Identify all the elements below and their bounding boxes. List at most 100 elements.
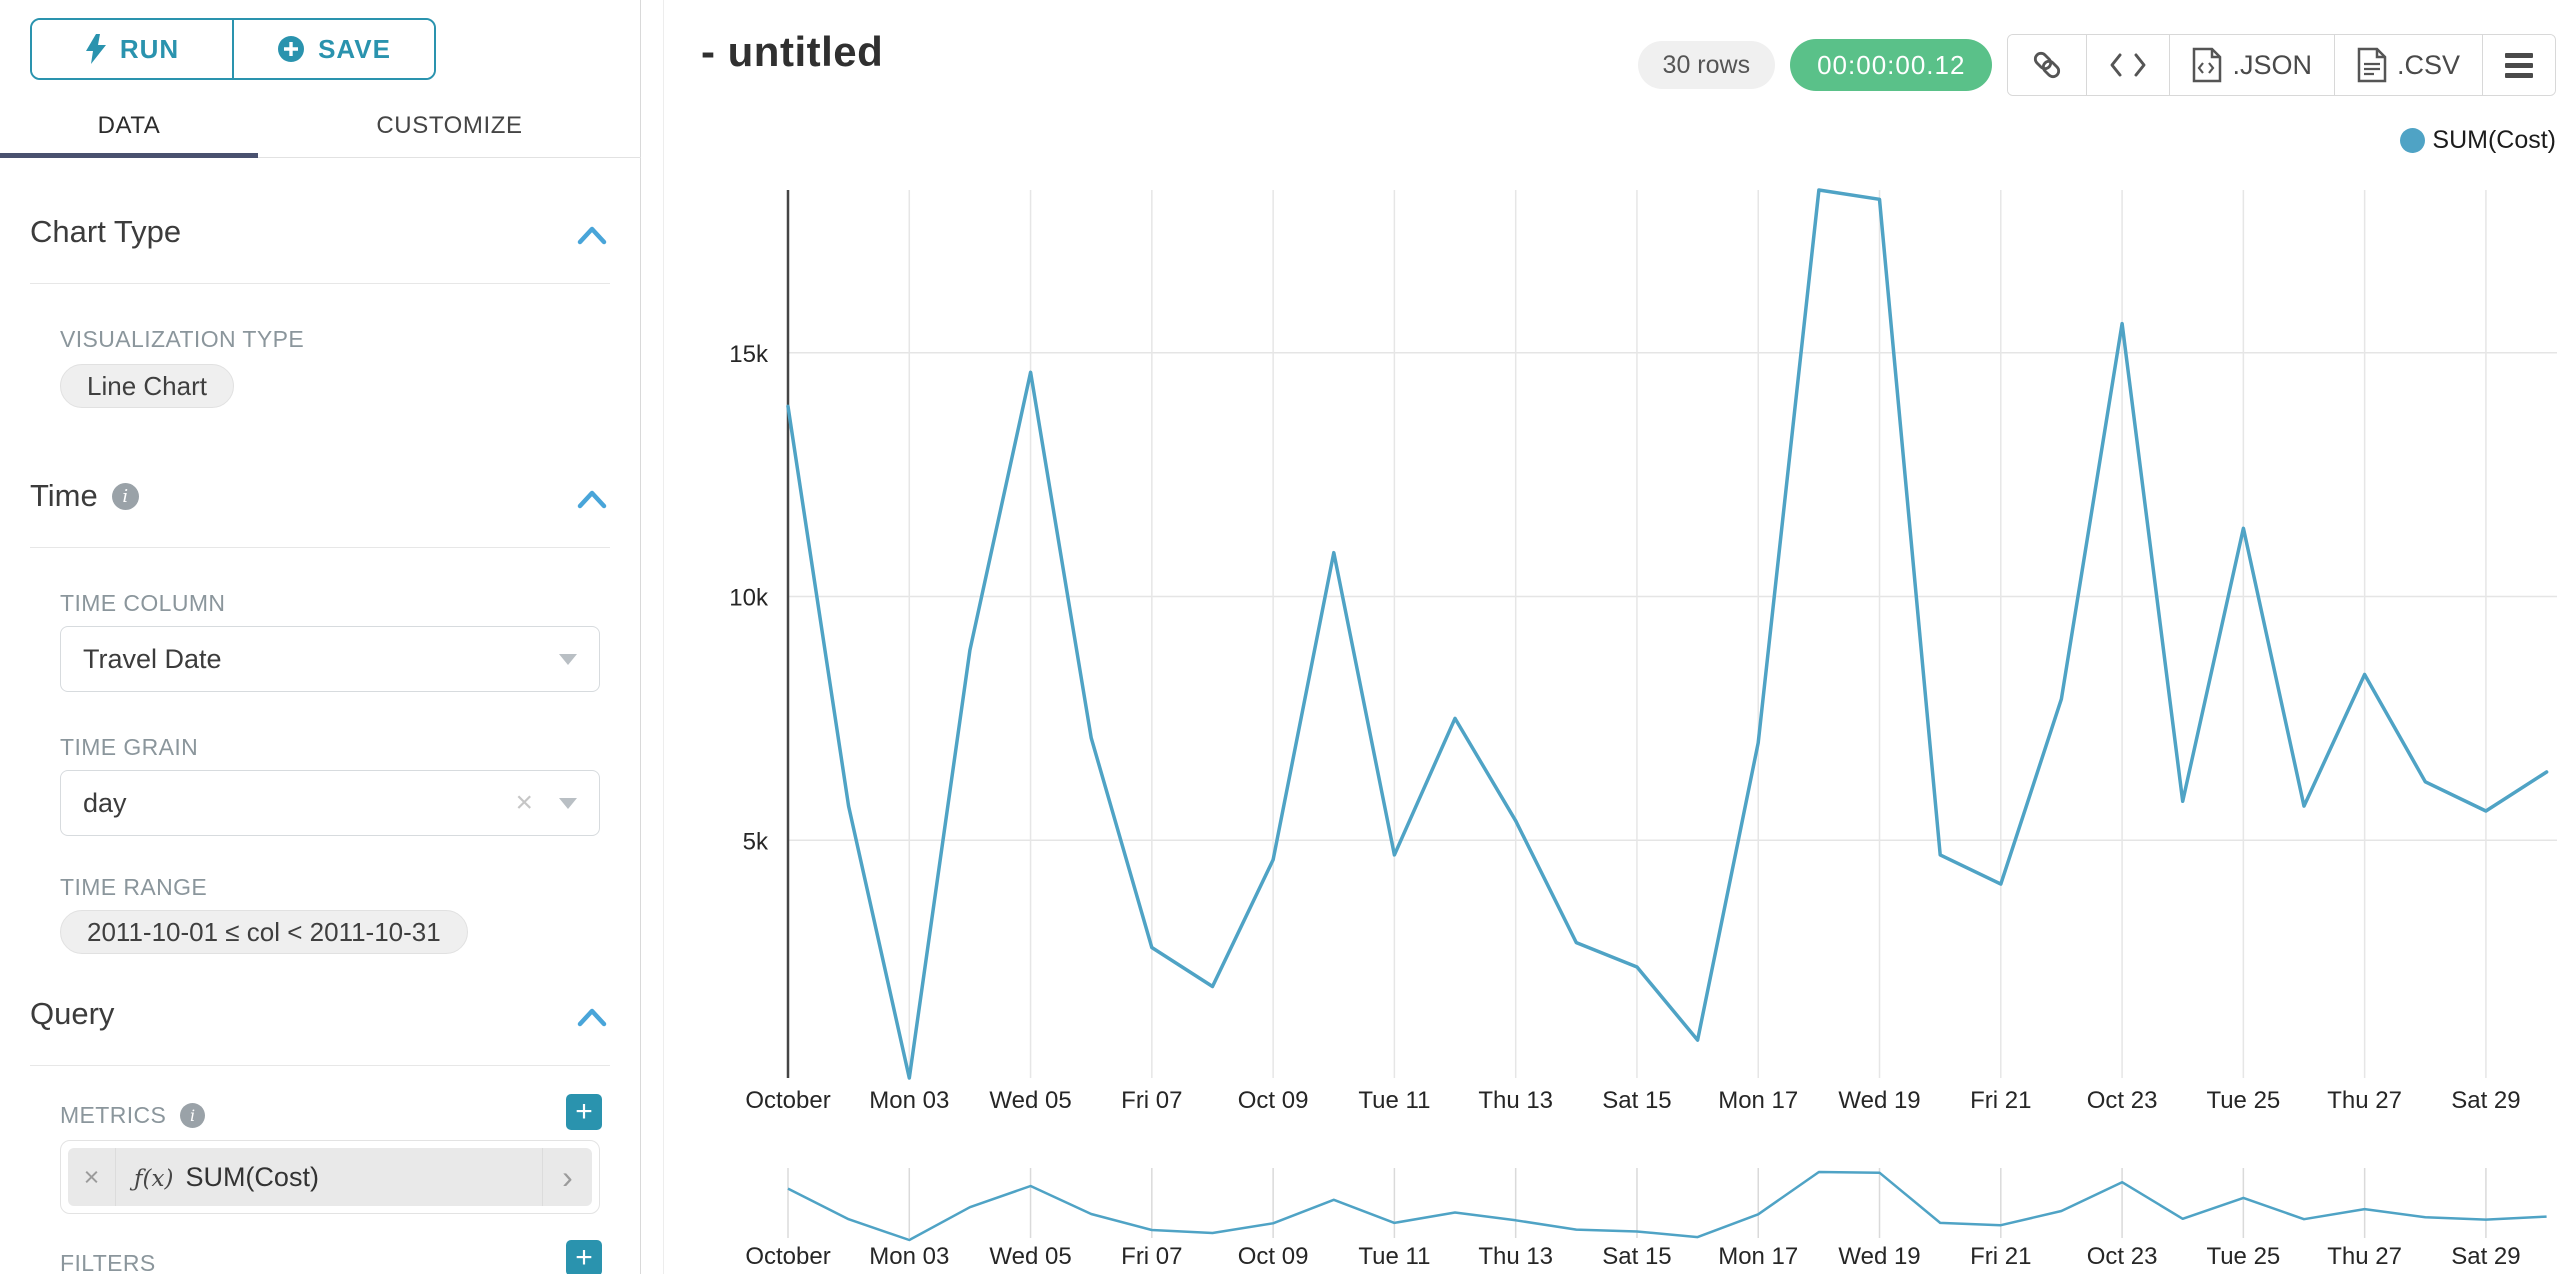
time-range-value: 2011-10-01 ≤ col < 2011-10-31	[87, 916, 441, 947]
export-json-button[interactable]: .JSON	[2169, 35, 2334, 95]
svg-text:Oct 09: Oct 09	[1238, 1243, 1309, 1270]
svg-text:Oct 23: Oct 23	[2087, 1243, 2158, 1270]
save-button[interactable]: SAVE	[232, 20, 434, 78]
code-icon	[2110, 53, 2146, 77]
tab-data[interactable]: DATA	[0, 94, 258, 158]
metrics-label-row: METRICS i	[60, 1102, 206, 1129]
remove-metric-icon[interactable]: ×	[68, 1148, 116, 1206]
query-duration-badge: 00:00:00.12	[1790, 39, 1993, 91]
visualization-type-chip[interactable]: Line Chart	[60, 364, 234, 408]
svg-text:Sat 15: Sat 15	[1602, 1243, 1671, 1270]
chart-legend[interactable]: SUM(Cost)	[2400, 126, 2556, 155]
function-icon: ƒ(x)	[134, 1165, 174, 1192]
legend-series-dot	[2400, 128, 2426, 153]
time-column-value: Travel Date	[83, 643, 222, 674]
divider	[30, 283, 610, 284]
visualization-type-value: Line Chart	[87, 370, 207, 401]
caret-down-icon	[559, 797, 577, 809]
mini-brush-series	[787, 1170, 2547, 1242]
svg-text:Oct 23: Oct 23	[2087, 1087, 2158, 1114]
svg-text:Wed 19: Wed 19	[1838, 1243, 1920, 1270]
file-code-icon	[2193, 47, 2222, 83]
control-panel-sidebar: RUN SAVE DATA CUSTOMIZE Chart Type VISUA…	[0, 0, 641, 1274]
chevron-up-icon[interactable]	[576, 482, 608, 518]
tab-customize-label: CUSTOMIZE	[376, 111, 523, 139]
link-icon	[2034, 51, 2061, 79]
svg-text:Tue 25: Tue 25	[2206, 1243, 2280, 1270]
legend-series-label: SUM(Cost)	[2432, 126, 2556, 154]
svg-text:10k: 10k	[729, 585, 769, 612]
svg-text:Fri 07: Fri 07	[1121, 1243, 1182, 1270]
time-column-label: TIME COLUMN	[60, 590, 226, 616]
share-link-button[interactable]	[2008, 35, 2087, 95]
svg-text:Thu 27: Thu 27	[2327, 1087, 2402, 1114]
menu-icon	[2505, 52, 2533, 78]
view-query-button[interactable]	[2086, 35, 2170, 95]
svg-text:Tue 11: Tue 11	[1358, 1087, 1430, 1114]
svg-text:October: October	[745, 1087, 830, 1114]
svg-text:15k: 15k	[729, 341, 769, 368]
svg-text:Fri 07: Fri 07	[1121, 1087, 1182, 1114]
chart-menu-button[interactable]	[2482, 35, 2555, 95]
add-filter-button[interactable]: +	[566, 1240, 602, 1274]
chart-grid	[786, 190, 2557, 1238]
info-icon: i	[111, 482, 139, 510]
chevron-up-icon[interactable]	[576, 218, 608, 254]
metric-value: SUM(Cost)	[185, 1161, 319, 1192]
svg-text:Mon 03: Mon 03	[869, 1243, 949, 1270]
section-query: Query	[30, 996, 610, 1032]
svg-text:Mon 17: Mon 17	[1718, 1243, 1798, 1270]
bolt-icon	[85, 34, 106, 64]
chevron-up-icon[interactable]	[576, 1000, 608, 1036]
svg-text:Mon 03: Mon 03	[869, 1087, 949, 1114]
export-button-group: .JSON .CSV	[2007, 34, 2556, 96]
time-range-chip[interactable]: 2011-10-01 ≤ col < 2011-10-31	[60, 910, 468, 954]
svg-text:Wed 05: Wed 05	[989, 1087, 1071, 1114]
export-csv-button[interactable]: .CSV	[2333, 35, 2482, 95]
divider	[30, 547, 610, 548]
plus-circle-icon	[278, 36, 305, 62]
svg-text:Thu 27: Thu 27	[2327, 1243, 2402, 1270]
tab-customize[interactable]: CUSTOMIZE	[258, 94, 641, 157]
section-time-title: Time	[30, 478, 98, 513]
visualization-type-label: VISUALIZATION TYPE	[60, 326, 305, 352]
info-icon: i	[180, 1103, 206, 1128]
tab-data-label: DATA	[97, 111, 161, 139]
svg-text:Thu 13: Thu 13	[1478, 1243, 1553, 1270]
export-csv-label: .CSV	[2396, 49, 2460, 80]
row-count-badge: 30 rows	[1637, 41, 1776, 89]
export-json-label: .JSON	[2232, 49, 2312, 80]
chart-panel: - untitled 30 rows 00:00:00.12	[663, 0, 2576, 1274]
line-chart-svg[interactable]: 5k 10k 15k October October Mon 03 Mon 03 Wed 05…	[664, 0, 2576, 1274]
time-grain-value: day	[83, 787, 127, 818]
section-chart-type: Chart Type	[30, 214, 610, 250]
svg-text:Mon 17: Mon 17	[1718, 1087, 1798, 1114]
time-range-label: TIME RANGE	[60, 874, 208, 900]
metrics-label: METRICS	[60, 1102, 167, 1128]
run-button[interactable]: RUN	[32, 20, 232, 78]
svg-text:October: October	[745, 1243, 830, 1270]
section-time: Time i	[30, 478, 610, 514]
svg-text:Fri 21: Fri 21	[1970, 1243, 2031, 1270]
clear-icon[interactable]: ×	[515, 786, 533, 819]
svg-text:Wed 19: Wed 19	[1838, 1087, 1920, 1114]
time-column-select[interactable]: Travel Date	[60, 626, 600, 692]
section-chart-type-title: Chart Type	[30, 214, 182, 249]
filters-label: FILTERS	[60, 1250, 156, 1274]
metrics-container: × ƒ(x) SUM(Cost) ›	[60, 1140, 600, 1214]
metric-pill[interactable]: × ƒ(x) SUM(Cost) ›	[68, 1148, 592, 1206]
chevron-right-icon[interactable]: ›	[542, 1148, 592, 1206]
query-actions: RUN SAVE	[30, 18, 436, 80]
svg-text:Sat 29: Sat 29	[2451, 1087, 2520, 1114]
svg-text:Sat 15: Sat 15	[1602, 1087, 1671, 1114]
main-line-series	[786, 188, 2549, 1080]
file-text-icon	[2357, 47, 2387, 83]
chart-title[interactable]: - untitled	[701, 28, 884, 75]
svg-text:Tue 25: Tue 25	[2206, 1087, 2280, 1114]
chart-header-actions: 30 rows 00:00:00.12	[1637, 34, 2556, 96]
time-grain-label: TIME GRAIN	[60, 734, 199, 760]
run-button-label: RUN	[119, 33, 180, 64]
time-grain-select[interactable]: day ×	[60, 770, 600, 836]
add-metric-button[interactable]: +	[566, 1094, 602, 1130]
